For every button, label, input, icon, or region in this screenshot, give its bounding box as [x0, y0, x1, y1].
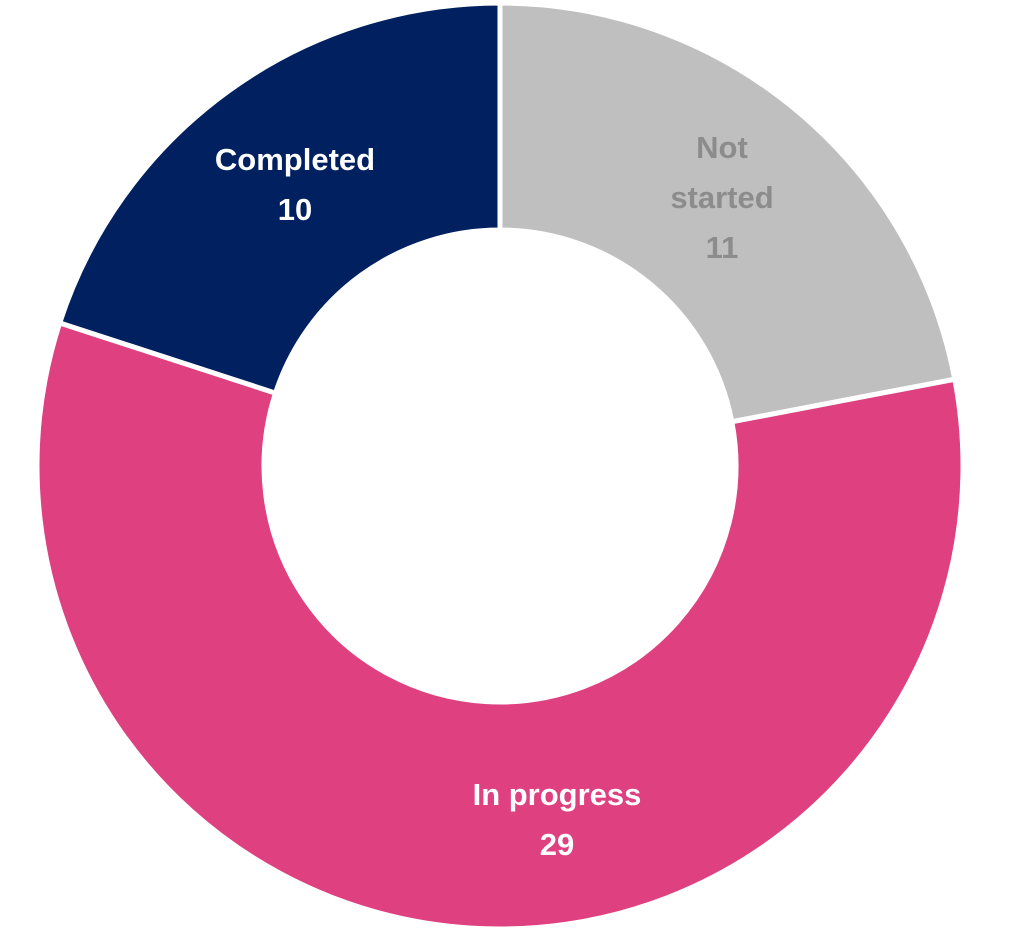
donut-segment — [497, 0, 958, 425]
category-label: Completed — [214, 142, 376, 177]
value-label: 10 — [277, 192, 313, 227]
segment-label: Not started 11 — [647, 123, 797, 273]
category-label: In progress — [472, 777, 642, 812]
segment-label: In progress 29 — [407, 770, 707, 870]
category-label: Not started — [670, 130, 774, 215]
value-label: 11 — [705, 230, 739, 265]
value-label: 29 — [539, 827, 575, 862]
segment-label: Completed 10 — [145, 135, 445, 235]
donut-segment — [34, 319, 966, 932]
donut-segment — [56, 0, 503, 397]
